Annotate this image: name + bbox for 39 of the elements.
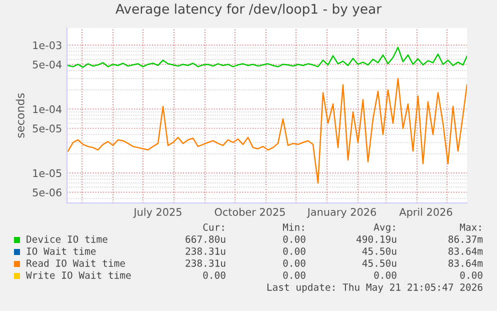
text: 83.64m xyxy=(448,259,483,267)
text: 667.80u xyxy=(186,235,226,243)
x-tick-label: January 2026 xyxy=(306,208,376,218)
text: Avg: xyxy=(374,224,395,233)
text: 45.50u xyxy=(362,259,396,267)
text: 238.31u xyxy=(186,247,226,255)
text: 86.37m xyxy=(448,235,483,243)
y-tick-label: 1e-05 xyxy=(33,169,62,178)
legend-label: Read IO Wait time xyxy=(26,259,125,267)
line-series xyxy=(67,78,467,184)
text: 0.00 xyxy=(374,271,396,279)
text: Max: xyxy=(460,224,481,231)
legend-label: Write IO Wait time xyxy=(26,271,131,279)
y-tick-label: 1e-03 xyxy=(33,41,62,50)
text: 0.00 xyxy=(460,271,482,279)
text: 45.50u xyxy=(362,247,396,255)
x-tick-label: April 2026 xyxy=(399,208,452,218)
legend-label: Device IO time xyxy=(26,235,108,243)
x-tick-label: July 2025 xyxy=(133,208,182,218)
legend-label: IO Wait time xyxy=(26,247,96,255)
x-tick-label: October 2025 xyxy=(214,208,285,216)
y-tick-label: 5e-04 xyxy=(32,60,62,68)
line-series xyxy=(67,46,467,68)
chart-title: Average latency for /dev/loop1 - by year xyxy=(116,4,382,16)
y-tick-label: 1e-04 xyxy=(33,105,62,114)
text: 0.00 xyxy=(203,271,226,279)
text: Last update: Thu May 21 21:05:47 2026 xyxy=(267,283,482,293)
text: Cur: xyxy=(203,223,224,231)
text: 83.64m xyxy=(448,247,483,255)
text: 0.00 xyxy=(283,271,306,279)
y-tick-label: 5e-06 xyxy=(32,188,62,196)
text: 0.00 xyxy=(283,259,306,267)
text: 490.19u xyxy=(356,235,396,243)
text: 238.31u xyxy=(186,259,226,267)
text: 0.00 xyxy=(283,235,306,243)
text: 0.00 xyxy=(283,247,306,255)
y-tick-label: 5e-05 xyxy=(32,124,62,132)
text: Min: xyxy=(282,223,304,231)
y-axis-title: seconds xyxy=(16,93,24,138)
